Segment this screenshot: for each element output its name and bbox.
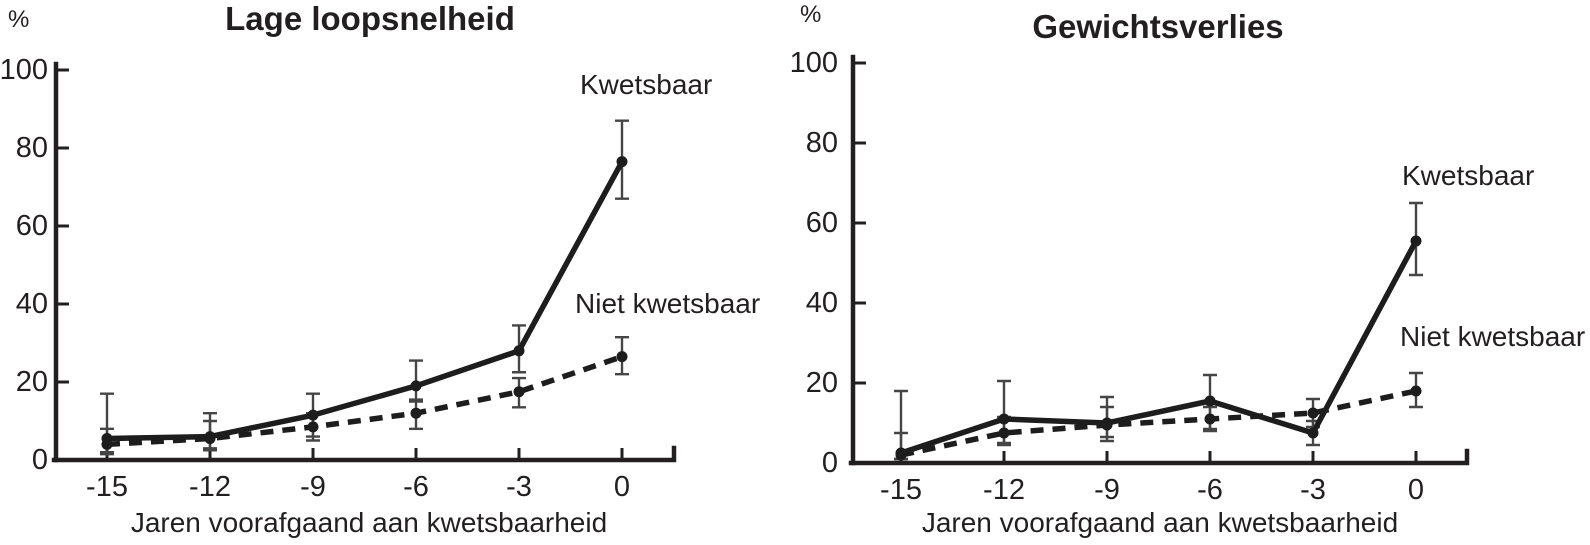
data-point-niet-kwetsbaar: [1204, 413, 1216, 425]
x-tick-label: -6: [1197, 474, 1223, 506]
error-bar-kwetsbaar: [409, 359, 423, 401]
data-point-kwetsbaar: [513, 345, 525, 357]
y-tick-label: 100: [790, 47, 838, 79]
x-tick-label: -3: [1300, 474, 1326, 506]
x-tick-label: -3: [506, 471, 532, 503]
y-tick-label: 60: [806, 207, 838, 239]
x-axis: [51, 445, 677, 463]
x-axis: [848, 448, 1470, 466]
y-tick-label: 40: [16, 288, 48, 320]
data-point-kwetsbaar: [1204, 395, 1216, 407]
x-tick-label: -12: [189, 471, 231, 503]
series-label-niet-kwetsbaar: Niet kwetsbaar: [1400, 321, 1585, 352]
data-point-niet-kwetsbaar: [1410, 385, 1422, 397]
x-tick-label: -15: [880, 474, 922, 506]
y-tick-label: 20: [806, 367, 838, 399]
x-tick-label: 0: [614, 471, 630, 503]
series-line-kwetsbaar: [898, 238, 1419, 456]
x-tick-label: -9: [300, 471, 326, 503]
data-point-niet-kwetsbaar: [307, 421, 319, 433]
data-point-niet-kwetsbaar: [513, 386, 525, 398]
y-tick-label: 80: [16, 132, 48, 164]
series-label-kwetsbaar: Kwetsbaar: [580, 69, 712, 100]
y-tick-label: 20: [16, 366, 48, 398]
data-point-kwetsbaar: [410, 380, 422, 392]
chart-right: 0 20 40 60 80 100 -15 -12 -9 -6 -3 0 Kwetsbaar Niet k…: [790, 47, 1586, 506]
chart-left: 0 20 40 60 80 100 -15 -12 -9 -6 -3 0 Kwetsbaar Niet k…: [0, 54, 760, 503]
data-point-niet-kwetsbaar: [616, 351, 628, 363]
data-point-niet-kwetsbaar: [998, 427, 1010, 439]
y-axis-unit-right: %: [800, 1, 822, 28]
data-point-kwetsbaar: [1307, 427, 1319, 439]
x-axis-title-right: Jaren voorafgaand aan kwetsbaarheid: [921, 507, 1399, 538]
data-point-kwetsbaar: [998, 413, 1010, 425]
chart-title-right: Gewichtsverlies: [1032, 8, 1284, 45]
x-tick-label: -6: [403, 471, 429, 503]
data-point-niet-kwetsbaar: [895, 449, 907, 461]
series-line-kwetsbaar: [104, 158, 625, 442]
y-tick-label: 0: [32, 444, 48, 476]
series-label-kwetsbaar: Kwetsbaar: [1402, 160, 1534, 191]
y-tick-label: 0: [822, 447, 838, 479]
y-tick-label: 60: [16, 210, 48, 242]
data-point-niet-kwetsbaar: [204, 433, 216, 445]
data-point-niet-kwetsbaar: [101, 438, 113, 450]
data-point-kwetsbaar: [307, 409, 319, 421]
data-point-niet-kwetsbaar: [1101, 419, 1113, 431]
data-point-kwetsbaar: [616, 156, 628, 168]
series-label-niet-kwetsbaar: Niet kwetsbaar: [575, 288, 760, 319]
chart-title-left: Lage loopsnelheid: [225, 0, 515, 37]
data-point-niet-kwetsbaar: [410, 407, 422, 419]
y-tick-label: 80: [806, 127, 838, 159]
data-point-niet-kwetsbaar: [1307, 407, 1319, 419]
x-tick-label: 0: [1408, 474, 1424, 506]
x-axis-title-left: Jaren voorafgaand aan kwetsbaarheid: [130, 507, 608, 538]
y-tick-label: 40: [806, 287, 838, 319]
x-tick-label: -12: [983, 474, 1025, 506]
series-line-niet-kwetsbaar: [900, 388, 1417, 458]
x-tick-label: -15: [86, 471, 128, 503]
y-axis-unit-left: %: [8, 6, 30, 33]
data-point-kwetsbaar: [1410, 235, 1422, 247]
x-tick-label: -9: [1094, 474, 1120, 506]
y-tick-label: 100: [0, 54, 48, 86]
